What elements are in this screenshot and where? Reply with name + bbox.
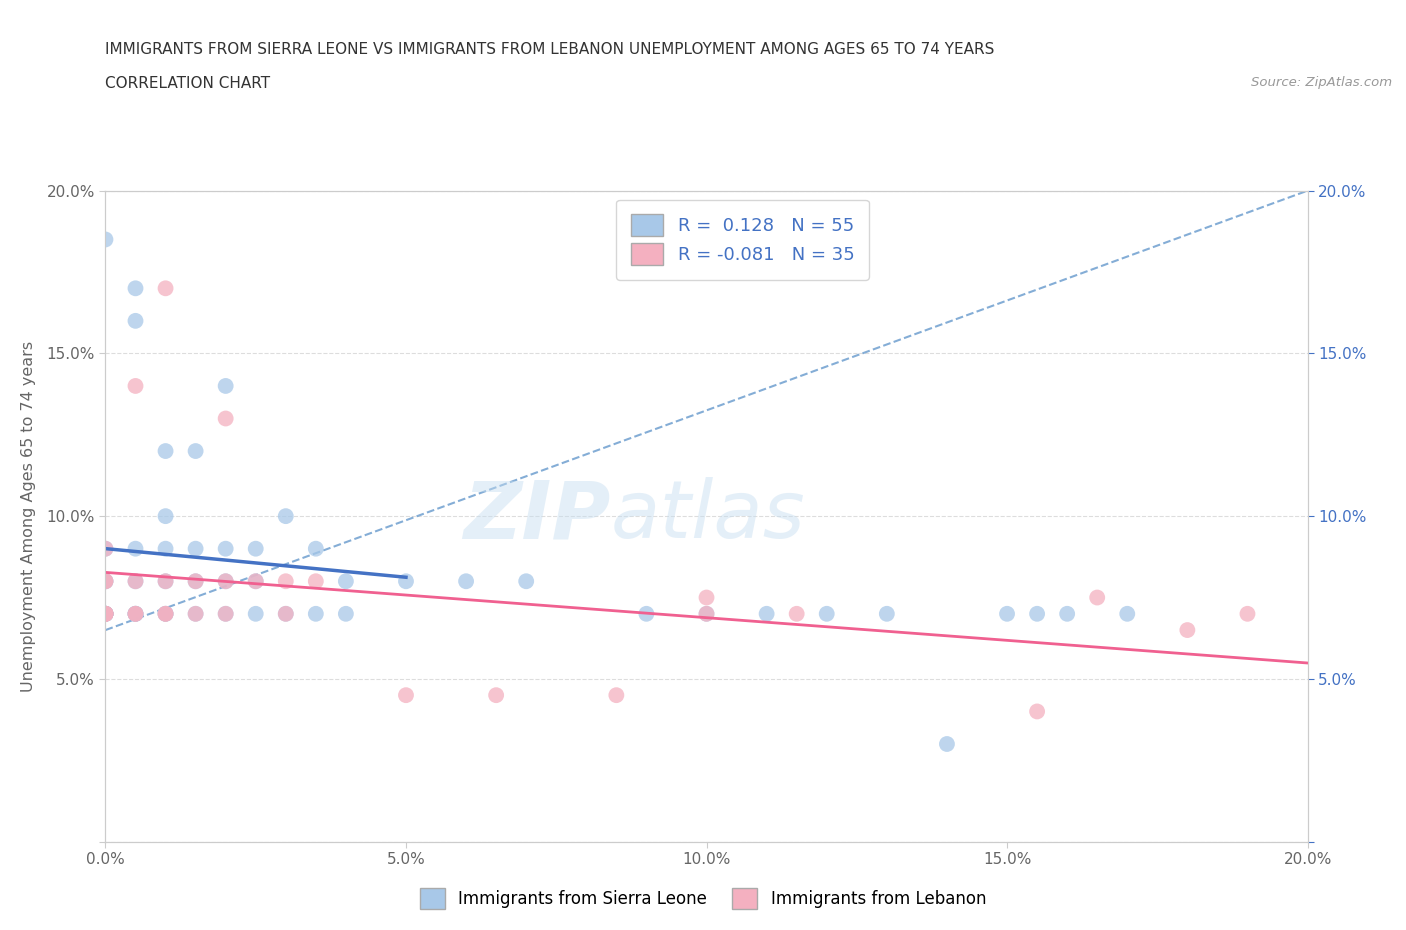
Point (245, 574, 267, 589)
Point (94, 606, 117, 621)
Point (124, 606, 146, 621)
Point (184, 606, 207, 621)
Point (184, 444, 207, 458)
Point (274, 509, 297, 524)
Point (876, 606, 898, 621)
Point (214, 574, 236, 589)
Text: IMMIGRANTS FROM SIERRA LEONE VS IMMIGRANTS FROM LEBANON UNEMPLOYMENT AMONG AGES : IMMIGRANTS FROM SIERRA LEONE VS IMMIGRAN… (105, 42, 995, 57)
Point (1026, 606, 1049, 621)
Point (94, 574, 117, 589)
Point (636, 606, 658, 621)
Point (124, 606, 146, 621)
Point (124, 379, 146, 393)
Point (184, 574, 207, 589)
Point (936, 737, 959, 751)
Text: Source: ZipAtlas.com: Source: ZipAtlas.com (1251, 76, 1392, 89)
Legend: R =  0.128   N = 55, R = -0.081   N = 35: R = 0.128 N = 55, R = -0.081 N = 35 (616, 200, 869, 280)
Point (245, 541, 267, 556)
Point (124, 313, 146, 328)
Point (94, 606, 117, 621)
Point (155, 606, 177, 621)
Point (184, 574, 207, 589)
Point (155, 606, 177, 621)
Legend: Immigrants from Sierra Leone, Immigrants from Lebanon: Immigrants from Sierra Leone, Immigrants… (412, 880, 994, 917)
Point (815, 606, 838, 621)
Point (94, 606, 117, 621)
Point (94, 606, 117, 621)
Point (454, 574, 477, 589)
Point (274, 606, 297, 621)
Point (786, 606, 808, 621)
Point (1085, 591, 1108, 605)
Point (605, 688, 627, 703)
Point (155, 509, 177, 524)
Point (214, 606, 236, 621)
Point (515, 574, 537, 589)
Point (155, 574, 177, 589)
Point (155, 444, 177, 458)
Point (1056, 606, 1078, 621)
Point (94, 574, 117, 589)
Point (1116, 606, 1139, 621)
Text: atlas: atlas (610, 477, 806, 555)
Point (184, 606, 207, 621)
Point (94, 541, 117, 556)
Point (995, 606, 1018, 621)
Point (124, 606, 146, 621)
Point (1236, 606, 1258, 621)
Point (214, 541, 236, 556)
Point (155, 574, 177, 589)
Point (124, 606, 146, 621)
Point (155, 606, 177, 621)
Point (245, 606, 267, 621)
Point (184, 541, 207, 556)
Point (696, 591, 718, 605)
Point (94, 574, 117, 589)
Point (274, 606, 297, 621)
Point (94, 606, 117, 621)
Point (214, 379, 236, 393)
Point (1175, 623, 1198, 638)
Point (395, 688, 418, 703)
Point (94, 232, 117, 247)
Point (124, 606, 146, 621)
Point (94, 541, 117, 556)
Point (274, 574, 297, 589)
Point (214, 574, 236, 589)
Point (696, 606, 718, 621)
Point (155, 606, 177, 621)
Point (155, 281, 177, 296)
Point (755, 606, 778, 621)
Point (395, 574, 418, 589)
Y-axis label: Unemployment Among Ages 65 to 74 years: Unemployment Among Ages 65 to 74 years (21, 340, 35, 692)
Point (305, 574, 328, 589)
Point (124, 541, 146, 556)
Point (155, 541, 177, 556)
Point (94, 606, 117, 621)
Point (94, 606, 117, 621)
Point (94, 606, 117, 621)
Point (335, 574, 357, 589)
Point (1026, 704, 1049, 719)
Point (94, 606, 117, 621)
Point (214, 606, 236, 621)
Point (94, 606, 117, 621)
Point (94, 606, 117, 621)
Point (245, 574, 267, 589)
Text: ZIP: ZIP (463, 477, 610, 555)
Point (124, 281, 146, 296)
Point (305, 541, 328, 556)
Point (335, 606, 357, 621)
Point (696, 606, 718, 621)
Point (214, 411, 236, 426)
Point (94, 606, 117, 621)
Point (94, 606, 117, 621)
Point (305, 606, 328, 621)
Text: CORRELATION CHART: CORRELATION CHART (105, 76, 270, 91)
Point (485, 688, 508, 703)
Point (124, 574, 146, 589)
Point (124, 574, 146, 589)
Point (94, 574, 117, 589)
